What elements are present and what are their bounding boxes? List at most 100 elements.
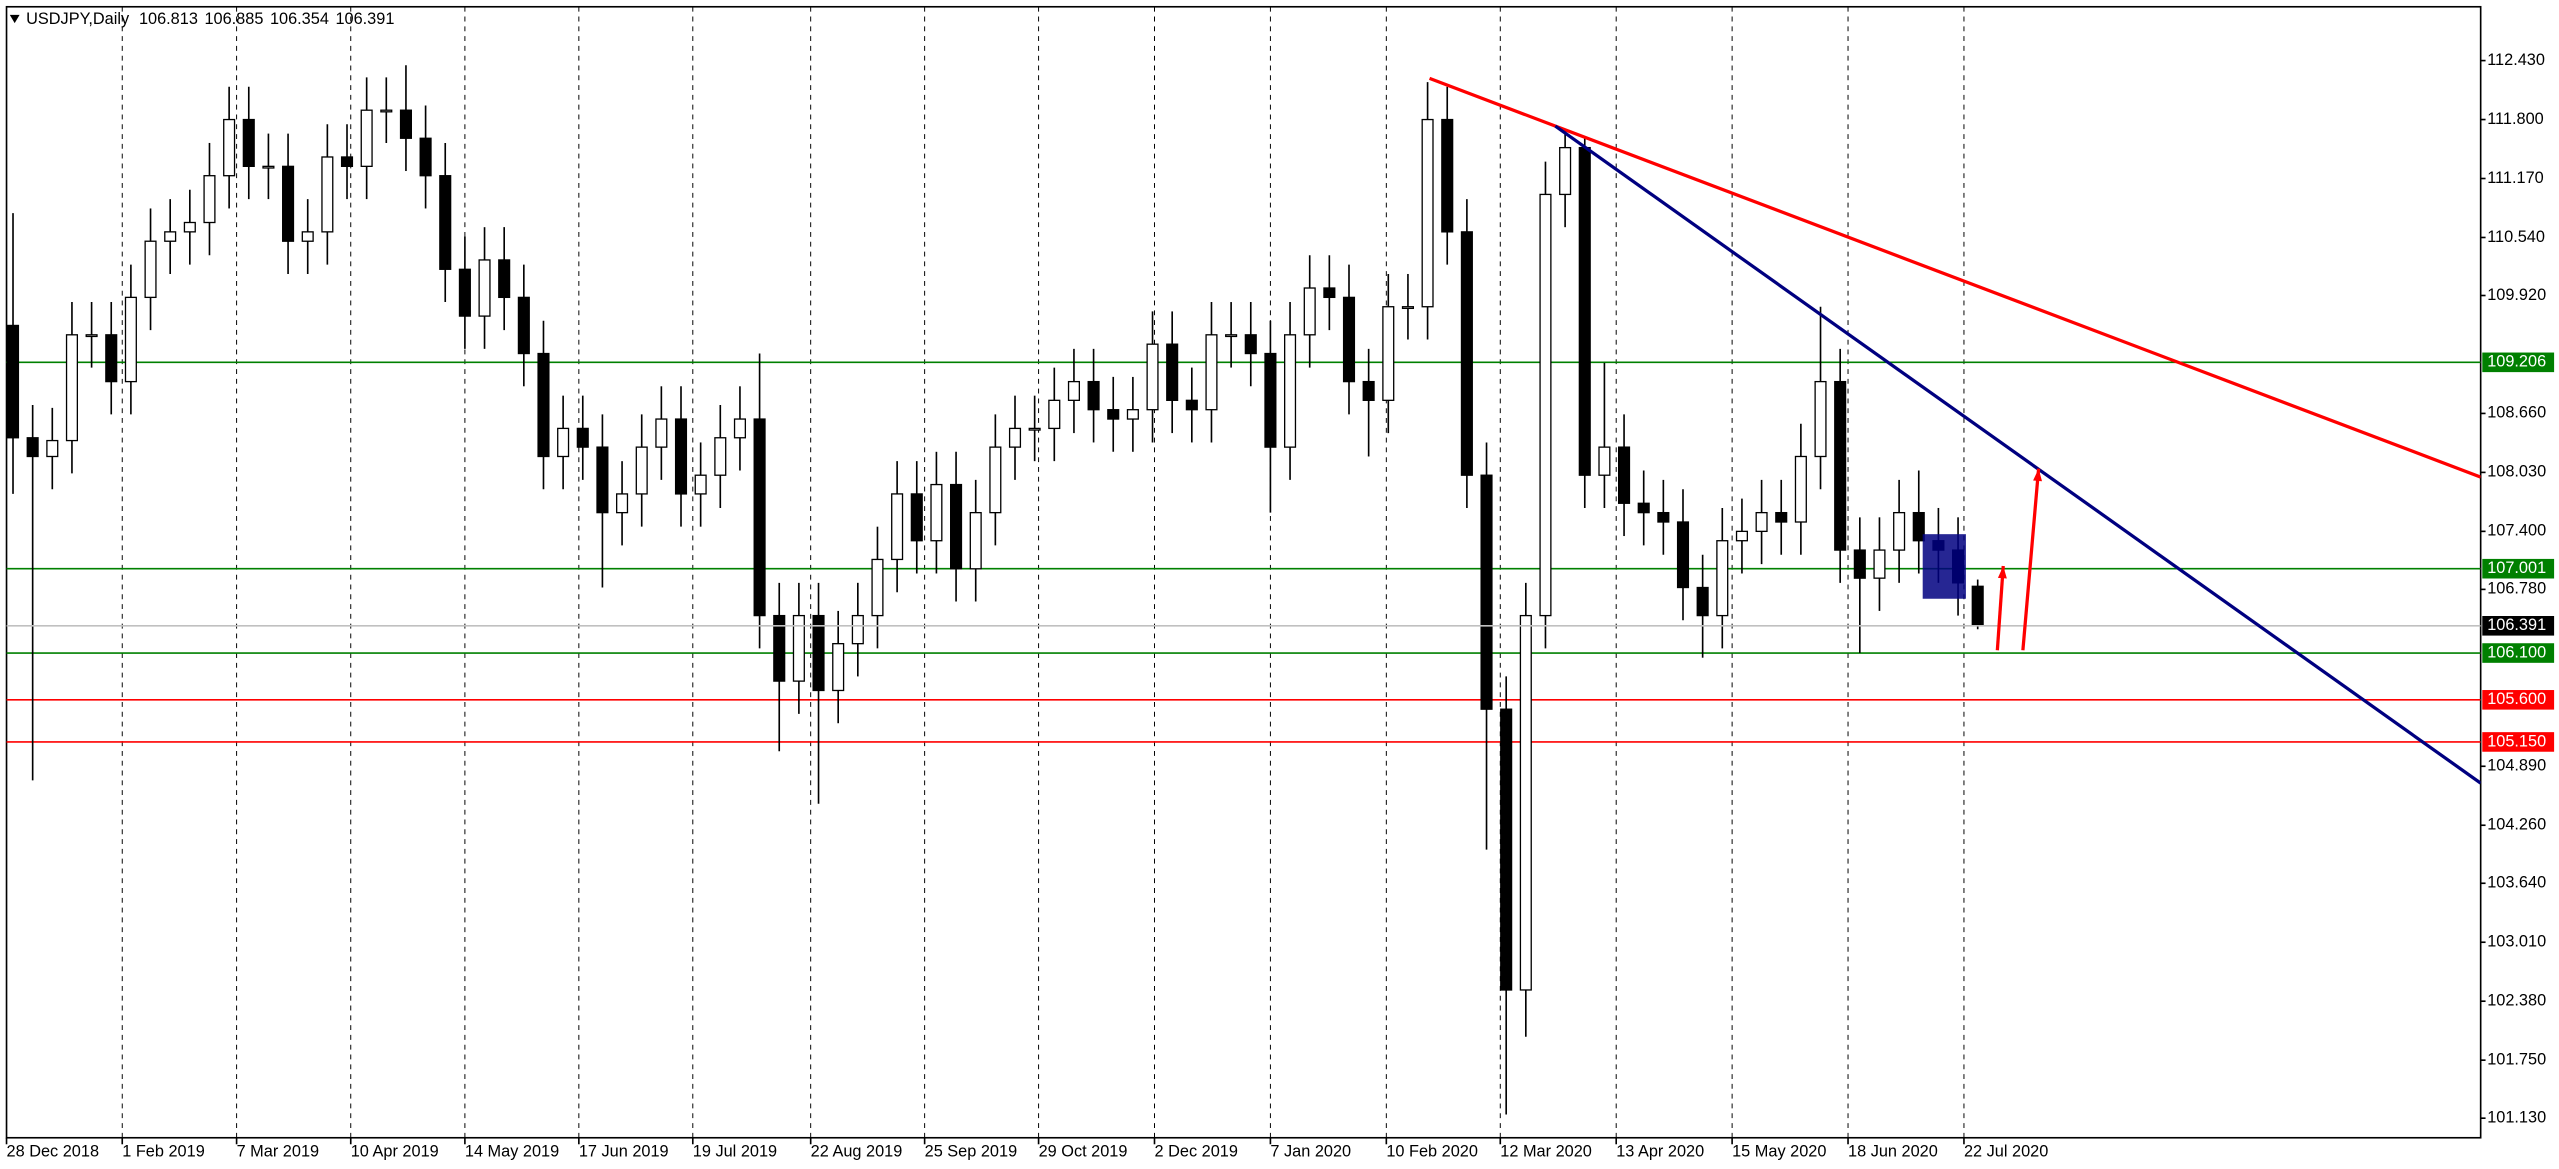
candle-body (203, 175, 216, 224)
candle-body (1578, 146, 1591, 476)
candle-body (399, 109, 413, 139)
y-tick-label: 103.640 (2487, 874, 2546, 892)
x-tick-label: 15 May 2020 (1732, 1143, 1826, 1161)
arrow (1995, 565, 2005, 651)
candle-body (773, 614, 786, 682)
candle-body (537, 352, 550, 458)
candle-body (242, 118, 255, 167)
candle-body (1107, 409, 1120, 420)
header-value: 106.885 (204, 10, 263, 28)
candle-body (871, 558, 884, 617)
candle-body (1028, 427, 1041, 431)
candle-body (478, 259, 491, 317)
candle-body (1264, 352, 1277, 448)
trendline (1428, 76, 2481, 479)
candle-body (517, 296, 530, 355)
candle-body (85, 334, 98, 338)
candle-body (930, 483, 943, 542)
candle-body (105, 334, 118, 383)
x-tick-label: 1 Feb 2019 (122, 1143, 205, 1161)
arrow-head (1997, 565, 2007, 579)
y-tick-label: 107.400 (2487, 522, 2546, 540)
candle-body (1539, 193, 1552, 617)
candle-body (812, 614, 825, 692)
candle-body (380, 109, 393, 113)
candle-body (655, 418, 668, 448)
candle-body (674, 418, 688, 495)
candle-body (1853, 549, 1866, 579)
header-value: 106.391 (335, 10, 394, 28)
y-tick-label: 101.750 (2487, 1050, 2546, 1068)
candle-body (419, 137, 432, 177)
candle-body (1893, 511, 1906, 551)
candle-body (1519, 614, 1532, 991)
y-tick-label: 111.800 (2487, 110, 2544, 128)
candle-body (1716, 540, 1729, 617)
candle-body (1775, 511, 1788, 523)
candle-body (1598, 446, 1611, 476)
x-tick-label: 22 Aug 2019 (811, 1143, 903, 1161)
candle-body (792, 614, 805, 682)
candle-body (340, 156, 354, 167)
candle-body (1912, 511, 1925, 542)
candle-body (969, 511, 982, 570)
price-label: 106.100 (2487, 643, 2546, 661)
x-tick-label: 28 Dec 2018 (7, 1143, 100, 1161)
candle-body (360, 109, 373, 167)
candle-body (183, 221, 196, 233)
y-tick-label: 106.780 (2487, 580, 2546, 598)
price-label-box (2482, 732, 2555, 752)
candle-body (1755, 511, 1768, 533)
candle-body (576, 427, 589, 448)
candle-body (1794, 455, 1807, 523)
candle-body (596, 446, 609, 514)
candle-body (1971, 585, 1984, 627)
y-tick-label: 109.920 (2487, 286, 2546, 304)
price-label: 106.391 (2487, 616, 2546, 634)
candle-body (144, 240, 157, 299)
y-tick-label: 101.130 (2487, 1109, 2546, 1127)
candle-body (1166, 343, 1179, 401)
candle-body (124, 296, 137, 383)
candle-body (1460, 231, 1473, 476)
candle-body (891, 493, 904, 561)
candle-body (1441, 118, 1454, 233)
x-tick-label: 22 Jul 2020 (1964, 1143, 2048, 1161)
candle-body (557, 427, 570, 458)
candle-body (1087, 380, 1100, 411)
y-tick-label: 110.540 (2487, 228, 2545, 246)
candle-body (851, 614, 864, 645)
candle-body (1323, 287, 1336, 299)
x-tick-label: 12 Mar 2020 (1500, 1143, 1592, 1161)
candle-body (1303, 287, 1316, 336)
price-label: 105.600 (2487, 690, 2546, 708)
candle-body (1421, 118, 1434, 308)
candle-body (26, 437, 39, 458)
x-tick-label: 17 Jun 2019 (579, 1143, 669, 1161)
candle-body (1814, 380, 1827, 458)
x-tick-label: 10 Apr 2019 (351, 1143, 439, 1161)
x-tick-label: 25 Sep 2019 (925, 1143, 1018, 1161)
candle-body (1185, 399, 1198, 411)
plot-frame (5, 5, 2482, 1139)
x-tick-label: 10 Feb 2020 (1386, 1143, 1478, 1161)
candle-body (1342, 296, 1356, 383)
candle-body (1834, 380, 1847, 551)
candle-body (498, 259, 511, 299)
candle-body (950, 483, 963, 570)
candle-body (1676, 521, 1690, 589)
candle-body (1067, 380, 1081, 401)
chart-title: USDJPY,Daily (26, 10, 130, 28)
candle-body (1696, 586, 1709, 617)
candle-body (753, 418, 766, 617)
candle-body (262, 165, 275, 169)
y-tick-label: 108.030 (2487, 463, 2546, 481)
candle-body (1126, 409, 1139, 420)
candle-body (1637, 502, 1650, 514)
candle-body (1244, 334, 1257, 355)
candle-body (46, 439, 59, 458)
candle-body (164, 231, 177, 242)
